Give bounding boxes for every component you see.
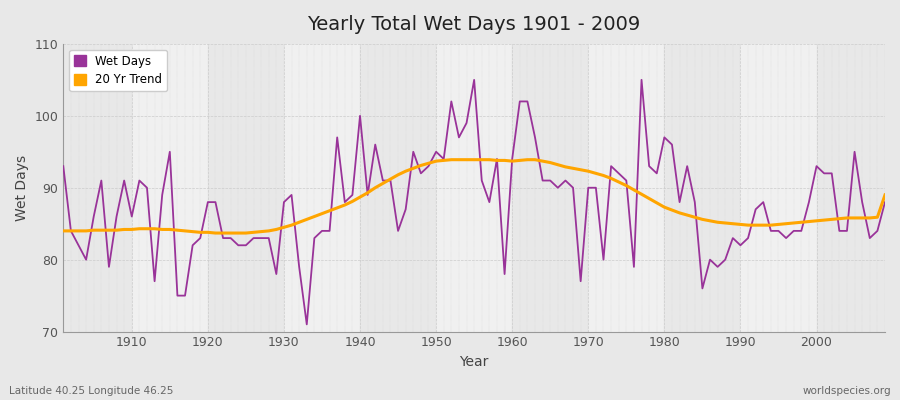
Legend: Wet Days, 20 Yr Trend: Wet Days, 20 Yr Trend bbox=[69, 50, 166, 91]
Bar bbox=[436, 44, 512, 332]
Bar bbox=[56, 44, 131, 332]
Y-axis label: Wet Days: Wet Days bbox=[15, 155, 29, 221]
Bar bbox=[512, 44, 589, 332]
Bar bbox=[741, 44, 816, 332]
Bar bbox=[589, 44, 664, 332]
Bar bbox=[208, 44, 284, 332]
Bar bbox=[664, 44, 741, 332]
Text: Latitude 40.25 Longitude 46.25: Latitude 40.25 Longitude 46.25 bbox=[9, 386, 174, 396]
Text: worldspecies.org: worldspecies.org bbox=[803, 386, 891, 396]
Bar bbox=[360, 44, 436, 332]
Bar bbox=[131, 44, 208, 332]
X-axis label: Year: Year bbox=[460, 355, 489, 369]
Bar bbox=[284, 44, 360, 332]
Title: Yearly Total Wet Days 1901 - 2009: Yearly Total Wet Days 1901 - 2009 bbox=[308, 15, 641, 34]
Bar bbox=[816, 44, 893, 332]
